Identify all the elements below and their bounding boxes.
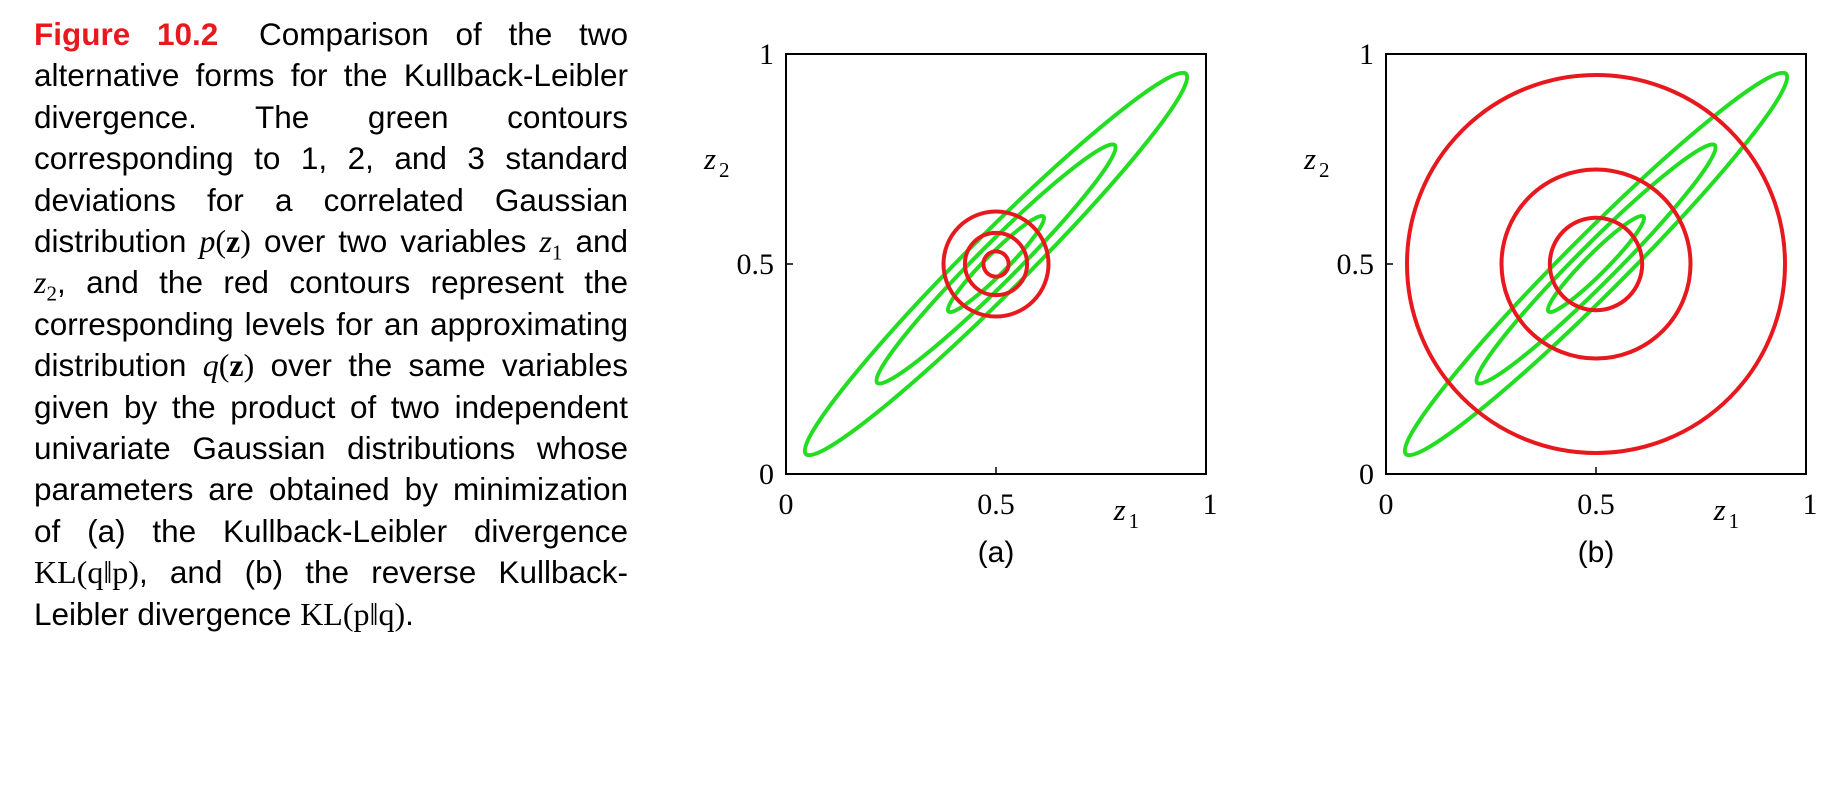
figure-label: Figure 10.2: [34, 16, 219, 52]
math-z1-sub: 1: [551, 240, 563, 265]
math-p: p: [199, 223, 216, 260]
x-tick-label-a: 1: [1203, 488, 1218, 521]
plot-panel-b: 0 0.5 100.51z 1z 2(b): [1303, 38, 1818, 569]
y-tick-label-b: 1: [1359, 38, 1374, 71]
caption-text-2: over two variables: [263, 223, 527, 260]
green-contour-b-3: [1545, 213, 1647, 315]
caption-text-1: Comparison of the two alternative forms …: [34, 16, 628, 260]
red-contour-b-3: [1547, 215, 1645, 313]
math-z2-sub: 2: [46, 281, 57, 306]
x-axis-label-sub-b: 1: [1729, 509, 1740, 533]
caption-text-6: , and (b) the reverse Kullback-Leibler d…: [34, 554, 628, 632]
plot-frame-a: [785, 53, 1207, 475]
x-axis-label-sub-a: 1: [1129, 509, 1140, 533]
red-contour-a-3: [981, 249, 1011, 279]
math-q: q: [202, 347, 219, 384]
green-contour-a-3: [945, 213, 1047, 315]
panel-label-a: (a): [978, 536, 1015, 569]
green-contour-a-1: [802, 70, 1190, 458]
red-contour-a-1: [941, 209, 1051, 319]
caption-text-3: and: [575, 223, 628, 260]
green-contour-b-1: [1402, 70, 1790, 458]
math-kl-qp: KL(q‖p): [34, 554, 139, 591]
panel-label-b: (b): [1578, 536, 1615, 569]
plot-panel-a: 0 0.5 100.51z 1z 2(a): [703, 38, 1218, 569]
y-tick-label-a: 0.5: [737, 248, 775, 281]
y-axis-label-sub-a: 2: [719, 158, 730, 182]
caption-text-7: .: [405, 595, 414, 632]
y-tick-label-b: 0: [1359, 458, 1374, 491]
plot-frame-b: [1385, 53, 1807, 475]
green-contour-b-2: [1474, 142, 1718, 386]
y-tick-label-a: 1: [759, 38, 774, 71]
x-tick-label-b: 0: [1379, 488, 1394, 521]
green-contour-a-2: [874, 142, 1118, 386]
x-tick-label-b: 0.5: [1577, 488, 1615, 521]
red-contour-a-2: [962, 230, 1030, 298]
y-axis-label-a: z: [703, 141, 716, 176]
figure-caption: Figure 10.2 Comparison of the two altern…: [34, 16, 628, 632]
red-contour-b-1: [1405, 73, 1787, 455]
y-tick-label-a: 0: [759, 458, 774, 491]
y-axis-label-b: z: [1303, 141, 1316, 176]
y-axis-label-sub-b: 2: [1319, 158, 1330, 182]
y-tick-label-b: 0.5: [1337, 248, 1375, 281]
x-axis-label-a: z: [1113, 492, 1126, 527]
caption-text-5: over the same variables given by the pro…: [34, 347, 628, 549]
x-tick-label-b: 1: [1803, 488, 1818, 521]
math-z1: z: [539, 223, 552, 260]
caption-text-4: , and the red contours represent the cor…: [34, 264, 628, 384]
red-contour-b-2: [1499, 167, 1693, 361]
math-kl-pq: KL(p‖q): [300, 595, 406, 632]
math-z2: z: [34, 264, 47, 301]
x-tick-label-a: 0: [779, 488, 794, 521]
x-axis-label-b: z: [1713, 492, 1726, 527]
x-tick-label-a: 0.5: [977, 488, 1015, 521]
math-z-bold: z: [226, 223, 241, 260]
